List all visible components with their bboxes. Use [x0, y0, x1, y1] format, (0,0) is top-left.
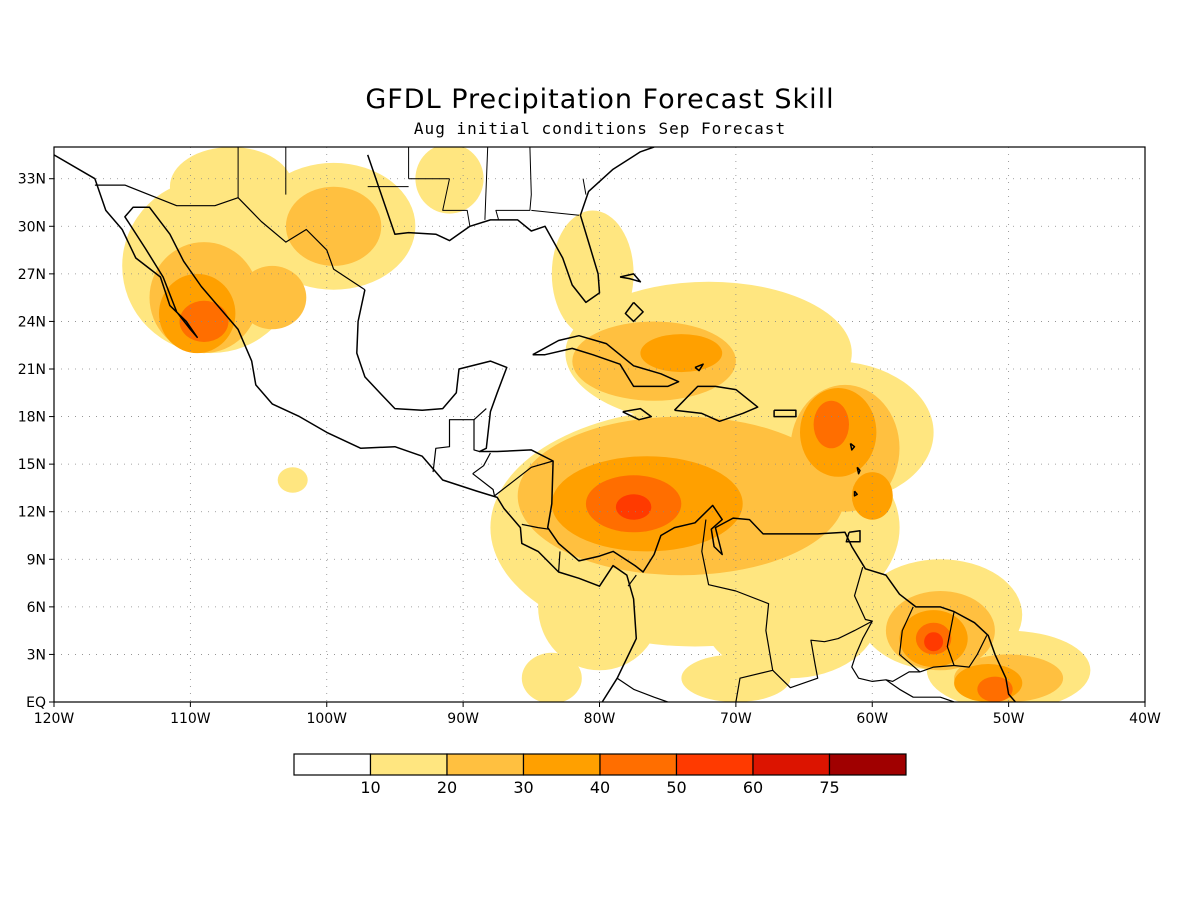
- y-tick-label: 15N: [18, 457, 46, 473]
- country-border: [851, 567, 920, 682]
- colorbar-label: 20: [437, 778, 457, 797]
- coastline: [856, 466, 861, 475]
- country-border: [772, 620, 873, 689]
- y-tick-label: 12N: [18, 505, 46, 521]
- colorbar: 10 20 30 40 50 60 75: [293, 753, 907, 797]
- x-tick-label: 80W: [584, 711, 616, 727]
- skill-region-level-2: [285, 186, 382, 266]
- map-title: GFDL Precipitation Forecast Skill: [365, 84, 835, 115]
- skill-region-level-1: [521, 652, 582, 702]
- coastline: [366, 147, 655, 304]
- country-border: [473, 408, 487, 421]
- colorbar-label: 60: [743, 778, 763, 797]
- y-tick-label: 30N: [18, 219, 46, 235]
- skill-region-level-1: [169, 147, 293, 227]
- state-border: [582, 178, 587, 195]
- country-border: [616, 677, 668, 702]
- y-tick-label: 24N: [18, 314, 46, 330]
- skill-region-level-1: [701, 551, 880, 679]
- colorbar-swatch: [828, 753, 907, 776]
- skill-region-level-1: [681, 654, 791, 702]
- coastline: [853, 490, 858, 497]
- axis-labels: 120W 110W 100W 90W 80W 70W 60W 50W 40W EQ 3N 6N 9N 12…: [18, 172, 1161, 727]
- coastline: [622, 407, 653, 421]
- coastline: [849, 442, 856, 451]
- country-border: [954, 635, 988, 668]
- state-border: [442, 178, 471, 227]
- x-tick-label: 110W: [170, 711, 211, 727]
- colorbar-swatch: [752, 753, 831, 776]
- country-border: [521, 523, 550, 530]
- coastline: [694, 363, 704, 372]
- coastline: [356, 289, 1016, 702]
- country-border: [558, 551, 561, 573]
- x-tick-label: 60W: [856, 711, 888, 727]
- y-tick-label: 27N: [18, 267, 46, 283]
- coastline: [845, 529, 861, 543]
- x-tick-label: 90W: [447, 711, 479, 727]
- skill-region-level-4: [977, 676, 1013, 702]
- country-border: [432, 419, 480, 473]
- country-border: [94, 184, 366, 291]
- country-border: [898, 606, 921, 673]
- colorbar-label: 30: [513, 778, 533, 797]
- country-border: [701, 519, 774, 702]
- y-tick-label: 9N: [27, 552, 46, 568]
- y-tick-label: 21N: [18, 362, 46, 378]
- country-border: [472, 452, 491, 475]
- country-border: [494, 460, 554, 497]
- y-tick-label: 18N: [18, 410, 46, 426]
- colorbar-swatch: [293, 753, 372, 776]
- skill-shading-layer: [122, 147, 1091, 702]
- x-tick-label: 70W: [720, 711, 752, 727]
- x-tick-label: 120W: [34, 711, 75, 727]
- y-tick-label: 6N: [27, 600, 46, 616]
- state-border: [484, 147, 489, 220]
- x-tick-label: 100W: [306, 711, 347, 727]
- colorbar-swatch: [369, 753, 448, 776]
- colorbar-label: 75: [819, 778, 839, 797]
- state-border: [531, 209, 580, 216]
- coastline: [673, 385, 759, 423]
- map-subtitle: Aug initial conditions Sep Forecast: [413, 119, 787, 138]
- colorbar-label: 10: [360, 778, 380, 797]
- state-border: [495, 147, 532, 221]
- x-tick-label: 50W: [993, 711, 1025, 727]
- coastline: [54, 154, 638, 702]
- colorbar-swatch: [675, 753, 754, 776]
- country-border: [472, 473, 496, 497]
- skill-region-level-5: [924, 632, 944, 652]
- country-border: [885, 679, 955, 702]
- y-tick-label: 3N: [27, 647, 46, 663]
- coastline-layer: [54, 147, 1016, 702]
- colorbar-swatch: [522, 753, 601, 776]
- coastline: [624, 301, 644, 323]
- skill-region-level-5: [615, 494, 652, 520]
- colorbar-label: 50: [666, 778, 686, 797]
- y-tick-label: 33N: [18, 172, 46, 188]
- coastline: [619, 273, 642, 283]
- y-tick-label: EQ: [26, 695, 46, 711]
- x-tick-label: 40W: [1129, 711, 1161, 727]
- coastline: [773, 409, 797, 418]
- coastline: [532, 334, 680, 388]
- colorbar-swatch: [599, 753, 678, 776]
- colorbar-swatch: [446, 753, 525, 776]
- skill-region-level-1: [277, 467, 308, 493]
- grid-lines: [54, 147, 1145, 702]
- skill-region-level-2: [238, 265, 307, 330]
- colorbar-label: 40: [590, 778, 610, 797]
- skill-region-level-3: [640, 334, 723, 373]
- skill-region-level-4: [813, 400, 849, 449]
- country-border: [627, 574, 637, 587]
- skill-region-level-3: [851, 472, 893, 520]
